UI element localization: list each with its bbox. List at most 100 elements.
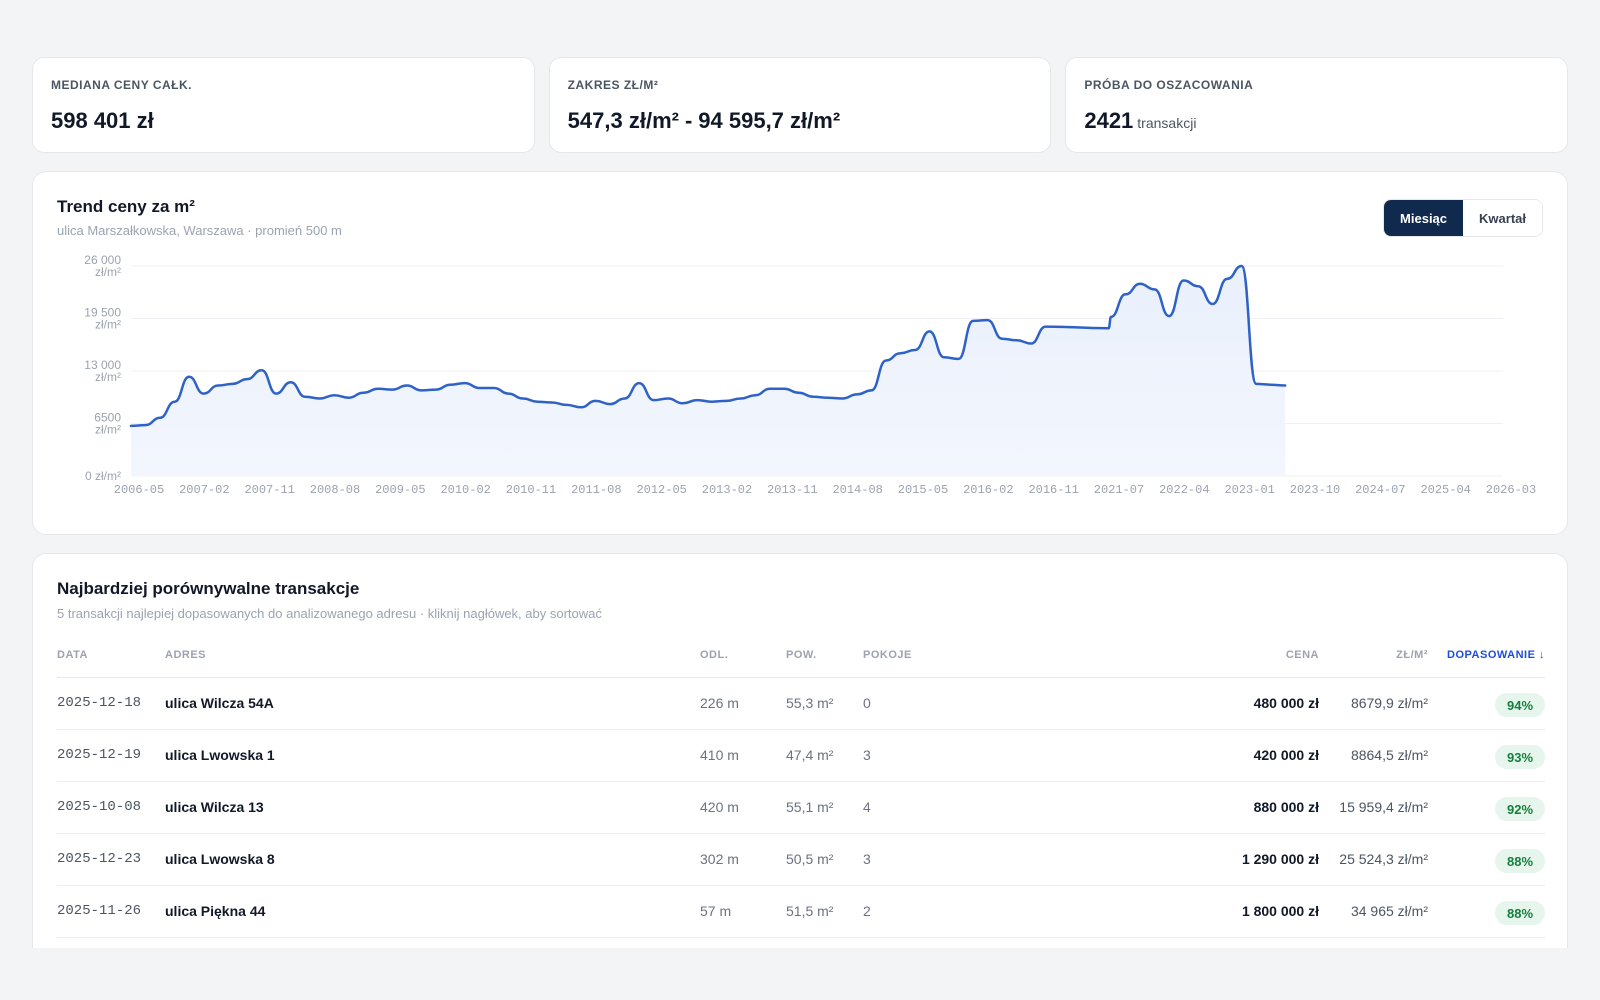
y-tick-label: 6500 zł/m² xyxy=(94,411,121,437)
cell-date: 2025-10-08 xyxy=(57,799,142,815)
cell-distance: 420 m xyxy=(700,799,739,815)
stat-value: 547,3 zł/m² -94 595,7 zł/m² xyxy=(568,108,1033,134)
cell-distance: 57 m xyxy=(700,903,732,919)
cell-distance: 410 m xyxy=(700,747,739,763)
x-tick-label: 2016-02 xyxy=(963,483,1013,497)
x-axis: 2006-05 2007-02 2007-11 2008-08 2009-05 2010-… xyxy=(114,483,1536,497)
match-badge: 88% xyxy=(1495,901,1545,925)
sample-count-value: 2421 xyxy=(1084,108,1134,133)
x-tick-label: 2022-04 xyxy=(1159,483,1209,497)
cell-address: ulica Wilcza 13 xyxy=(165,799,264,815)
x-tick-label: 2026-03 xyxy=(1486,483,1536,497)
x-tick-label: 2023-01 xyxy=(1224,483,1274,497)
table-header: DATA ADRES ODL. POW. POKOJE CENA ZŁ/M² D… xyxy=(57,648,1545,678)
column-price-header[interactable]: CENA xyxy=(1285,649,1319,661)
x-tick-label: 2011-08 xyxy=(571,483,621,497)
stat-card-price-range: ZAKRES ZŁ/M² 547,3 zł/m² -94 595,7 zł/m² xyxy=(548,57,1052,153)
column-distance-header[interactable]: ODL. xyxy=(700,649,729,661)
cell-rooms: 2 xyxy=(863,903,871,919)
cell-price-per-m2: 8864,5 zł/m² xyxy=(1350,747,1428,763)
y-tick-label: 26 000 zł/m² xyxy=(84,253,121,279)
table-row[interactable]: 2025-12-18 ulica Wilcza 54A 226 m 55,3 m² 0 4… xyxy=(57,678,1545,730)
stat-label: MEDIANA CENY CAŁK. xyxy=(51,78,193,92)
median-price-value: 598 401 zł xyxy=(51,108,154,133)
comparable-transactions-card: Najbardziej porównywalne transakcje 5 tr… xyxy=(32,553,1568,948)
cell-date: 2025-12-23 xyxy=(57,851,142,867)
cell-area: 51,5 m² xyxy=(786,903,834,919)
x-tick-label: 2009-05 xyxy=(375,483,425,497)
cell-price-per-m2: 15 959,4 zł/m² xyxy=(1339,799,1428,815)
cell-rooms: 4 xyxy=(863,799,871,815)
period-toggle: Miesiąc Kwartał xyxy=(1383,199,1543,237)
cell-price: 420 000 zł xyxy=(1253,747,1319,763)
cell-date: 2025-11-26 xyxy=(57,903,142,919)
toggle-month-button[interactable]: Miesiąc xyxy=(1384,200,1464,236)
table-body: 2025-12-18 ulica Wilcza 54A 226 m 55,3 m² 0 4… xyxy=(57,678,1545,938)
cell-distance: 226 m xyxy=(700,695,739,711)
cell-distance: 302 m xyxy=(700,851,739,867)
cell-price-per-m2: 8679,9 zł/m² xyxy=(1350,695,1428,711)
stat-label: PRÓBA DO OSZACOWANIA xyxy=(1084,78,1254,92)
cell-price: 880 000 zł xyxy=(1253,799,1319,815)
table-row[interactable]: 2025-12-23 ulica Lwowska 8 302 m 50,5 m² 3 1 … xyxy=(57,834,1545,886)
cell-price: 480 000 zł xyxy=(1253,695,1319,711)
cell-price: 1 800 000 zł xyxy=(1241,903,1319,919)
x-tick-label: 2015-05 xyxy=(898,483,948,497)
cell-rooms: 0 xyxy=(863,695,871,711)
range-to-value: 94 595,7 zł/m² xyxy=(698,108,841,133)
column-date-header[interactable]: DATA xyxy=(57,649,88,661)
toggle-quarter-button[interactable]: Kwartał xyxy=(1463,200,1542,236)
x-tick-label: 2024-07 xyxy=(1355,483,1405,497)
column-area-header[interactable]: POW. xyxy=(786,649,817,661)
price-trend-chart: 0 zł/m² 6500 zł/m² 13 000 zł/m² 19 500 zł/m² 26… xyxy=(84,253,1536,497)
trend-area xyxy=(131,266,1286,476)
price-trend-card: Trend ceny za m² ulica Marszałkowska, Wa… xyxy=(32,171,1568,535)
x-tick-label: 2012-05 xyxy=(636,483,686,497)
x-tick-label: 2006-05 xyxy=(114,483,164,497)
x-tick-label: 2010-11 xyxy=(506,483,556,497)
cell-price-per-m2: 25 524,3 zł/m² xyxy=(1339,851,1428,867)
stats-row: MEDIANA CENY CAŁK. 598 401 zł ZAKRES ZŁ/… xyxy=(32,57,1569,153)
trend-line xyxy=(129,264,1287,428)
x-tick-label: 2013-02 xyxy=(702,483,752,497)
x-tick-label: 2016-11 xyxy=(1028,483,1078,497)
column-rooms-header[interactable]: POKOJE xyxy=(863,649,912,661)
y-tick-label: 13 000 zł/m² xyxy=(84,358,121,384)
x-tick-label: 2007-11 xyxy=(244,483,294,497)
table-subtitle: 5 transakcji najlepiej dopasowanych do a… xyxy=(57,606,602,621)
cell-rooms: 3 xyxy=(863,851,871,867)
column-ppm-header[interactable]: ZŁ/M² xyxy=(1396,649,1428,661)
cell-date: 2025-12-18 xyxy=(57,695,142,711)
stat-value: 598 401 zł xyxy=(51,108,516,134)
match-badge: 92% xyxy=(1495,797,1545,821)
x-tick-label: 2010-02 xyxy=(440,483,490,497)
cell-area: 47,4 m² xyxy=(786,747,834,763)
stat-card-median-price: MEDIANA CENY CAŁK. 598 401 zł xyxy=(32,57,535,153)
column-address-header[interactable]: ADRES xyxy=(165,649,207,661)
x-tick-label: 2025-04 xyxy=(1420,483,1470,497)
cell-address: ulica Lwowska 1 xyxy=(165,747,275,763)
cell-price-per-m2: 34 965 zł/m² xyxy=(1350,903,1428,919)
table-row[interactable]: 2025-11-26 ulica Piękna 44 57 m 51,5 m² 2 1 8… xyxy=(57,886,1545,938)
table-row[interactable]: 2025-12-19 ulica Lwowska 1 410 m 47,4 m² 3 42… xyxy=(57,730,1545,782)
x-tick-label: 2021-07 xyxy=(1094,483,1144,497)
cell-date: 2025-12-19 xyxy=(57,747,142,763)
cell-area: 55,3 m² xyxy=(786,695,834,711)
y-tick-label: 19 500 zł/m² xyxy=(84,306,121,332)
stat-label: ZAKRES ZŁ/M² xyxy=(567,78,659,92)
x-tick-label: 2013-11 xyxy=(767,483,817,497)
table-row[interactable]: 2025-10-08 ulica Wilcza 13 420 m 55,1 m² 4 88… xyxy=(57,782,1545,834)
chart-title: Trend ceny za m² xyxy=(57,197,195,216)
x-tick-label: 2023-10 xyxy=(1290,483,1340,497)
cell-area: 55,1 m² xyxy=(786,799,834,815)
cell-address: ulica Lwowska 8 xyxy=(165,851,275,867)
cell-rooms: 3 xyxy=(863,747,871,763)
y-axis: 0 zł/m² 6500 zł/m² 13 000 zł/m² 19 500 zł/m² 26… xyxy=(84,253,121,483)
sample-unit: transakcji xyxy=(1137,115,1197,131)
x-tick-label: 2014-08 xyxy=(832,483,882,497)
cell-address: ulica Piękna 44 xyxy=(165,903,266,919)
column-match-header[interactable]: DOPASOWANIE ↓ xyxy=(1447,649,1545,661)
match-badge: 93% xyxy=(1495,745,1545,769)
stat-card-sample: PRÓBA DO OSZACOWANIA 2421 transakcji xyxy=(1065,57,1569,153)
cell-area: 50,5 m² xyxy=(786,851,834,867)
